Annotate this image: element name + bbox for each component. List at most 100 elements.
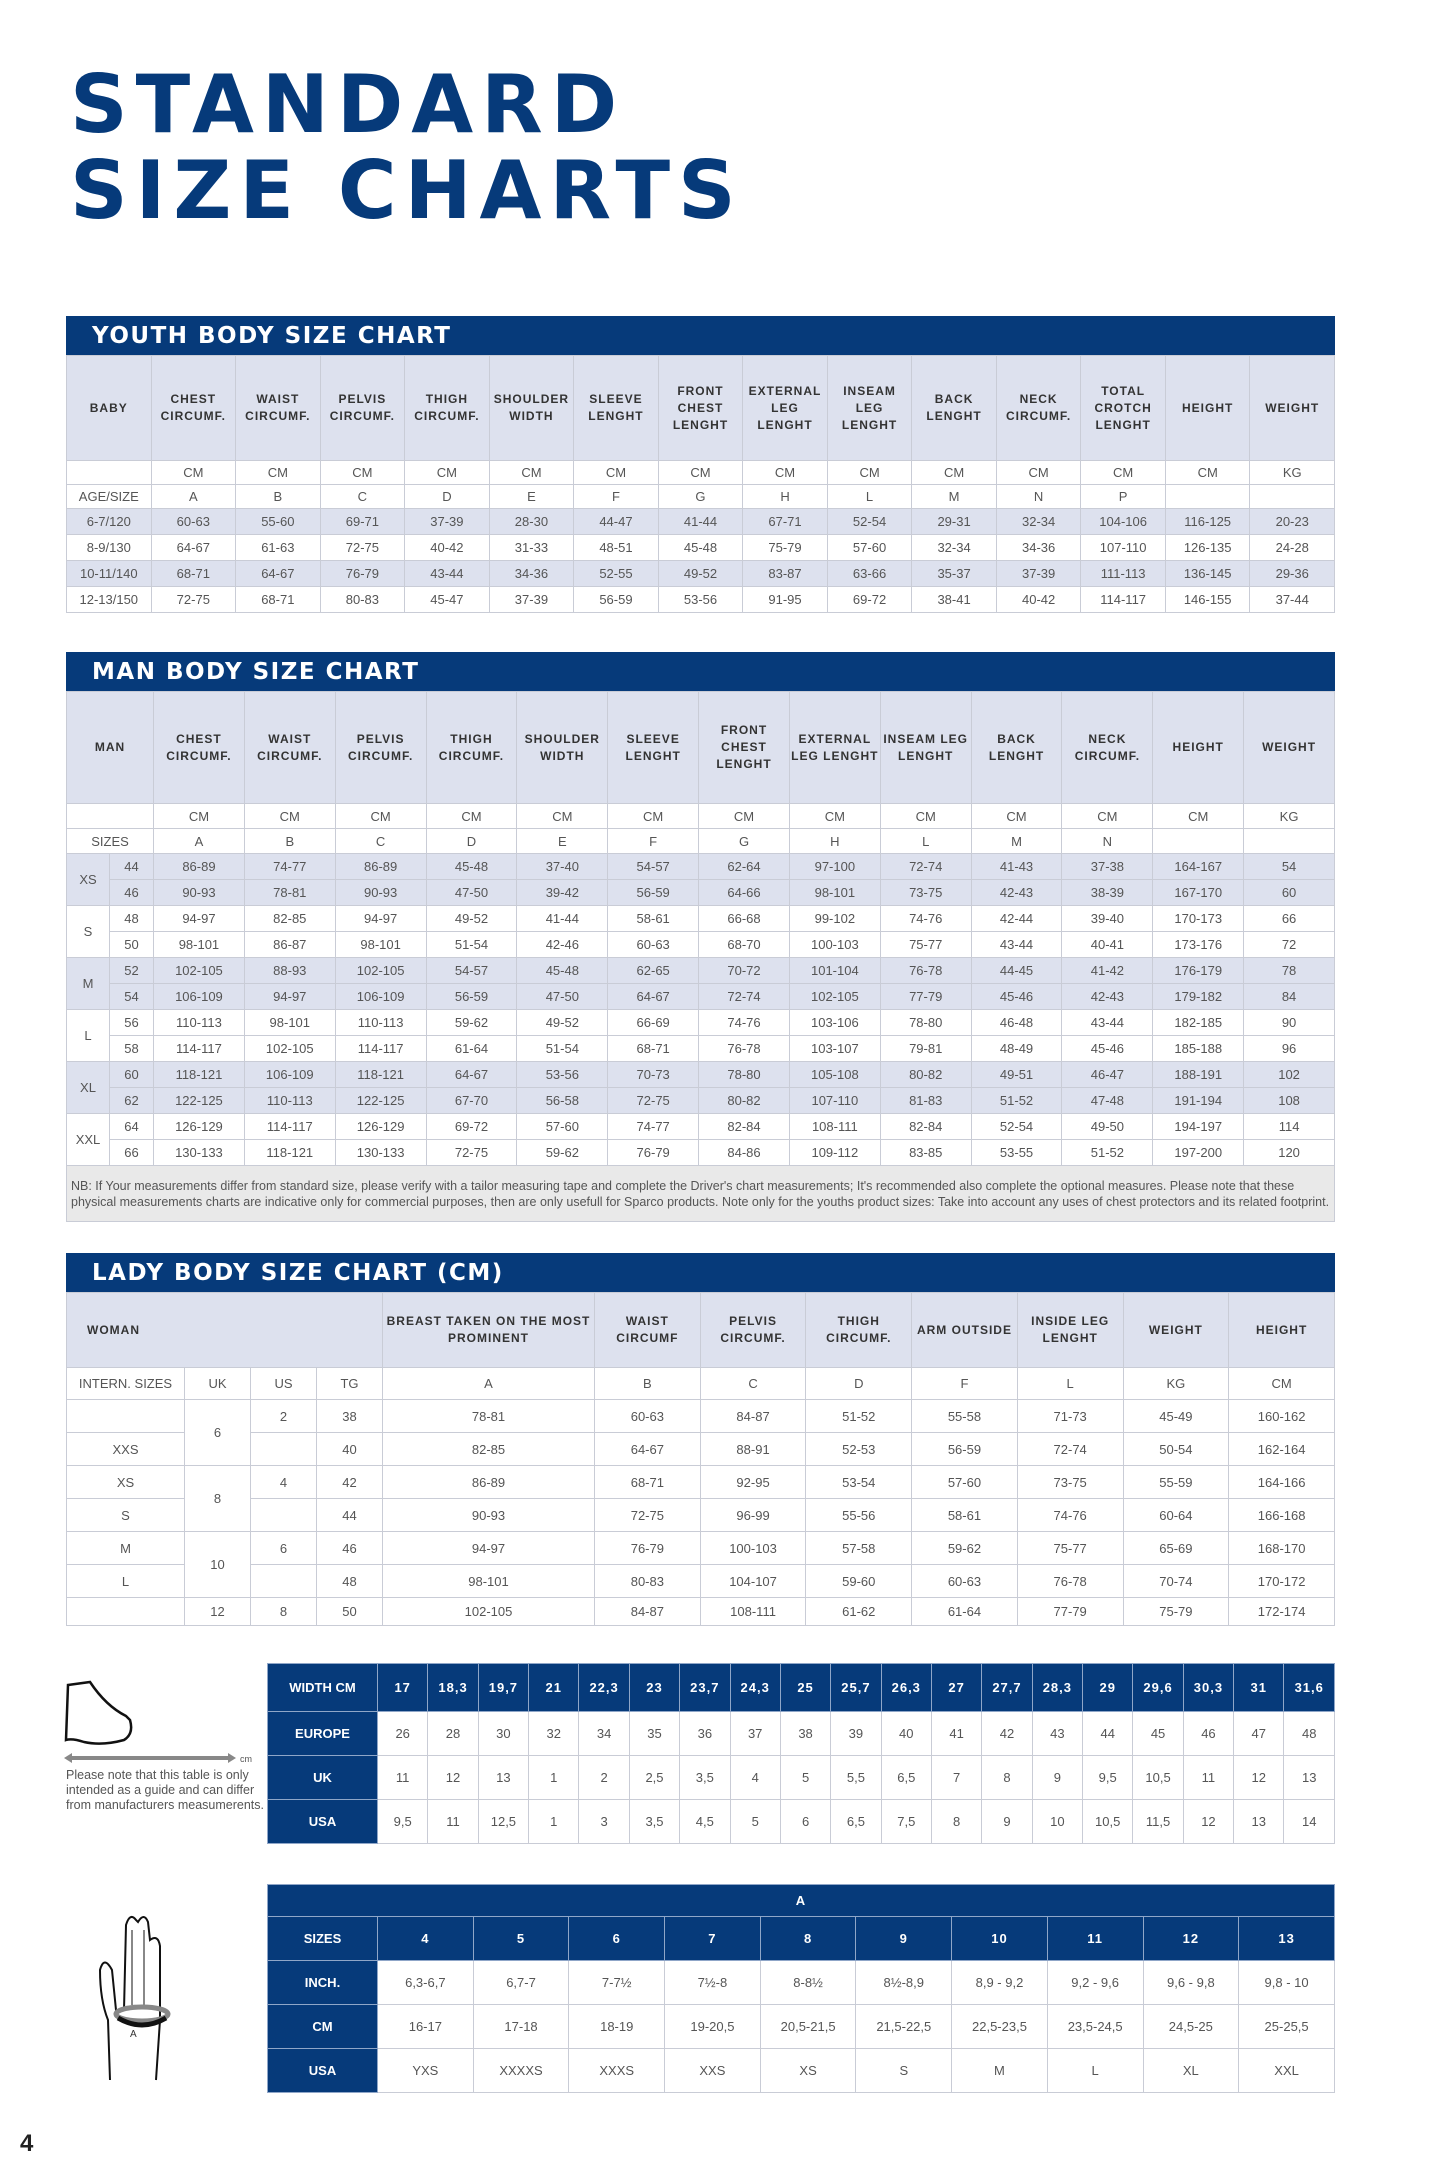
shoe-size-cell: 29 (1082, 1663, 1134, 1712)
data-cell: 107-110 (788, 1087, 881, 1114)
glove-size-cell: 8 (759, 1916, 857, 1961)
shoe-size-cell: 27 (930, 1663, 983, 1712)
glove-size-cell: 6,7-7 (472, 1960, 570, 2005)
data-cell: 130-133 (153, 1139, 245, 1166)
glove-size-cell: XXXS (568, 2048, 666, 2093)
data-cell: 98-101 (334, 931, 427, 958)
glove-size-cell: XXS (664, 2048, 761, 2093)
glove-size-cell: 20,5-21,5 (759, 2004, 857, 2049)
data-cell: 185-188 (1152, 1035, 1245, 1062)
data-cell: 34-36 (488, 560, 575, 587)
data-cell: 173-176 (1152, 931, 1245, 958)
lady-table: WOMAN BREAST TAKEN ON THE MOST PROMINENT W… (66, 1292, 1335, 1626)
woman-header: WOMAN (66, 1292, 383, 1368)
data-cell: 60-63 (607, 931, 700, 958)
data-cell: 114-117 (1080, 586, 1166, 613)
column-header: SLEEVE LENGHT (573, 355, 659, 461)
youth-size-chart: YOUTH BODY SIZE CHART BABY CHEST CIRCUMF.… (66, 316, 1335, 613)
data-cell: 56-59 (425, 983, 518, 1010)
data-cell: 40-42 (995, 586, 1082, 613)
unit-cell: CM (607, 803, 700, 829)
intern-size-cell (66, 1399, 185, 1433)
data-cell: 70-74 (1122, 1564, 1230, 1598)
intern-size-cell: S (66, 1498, 185, 1532)
data-cell: 54-57 (425, 957, 518, 984)
data-cell: 24-28 (1249, 534, 1335, 561)
data-cell: 60-64 (1122, 1498, 1230, 1532)
shoe-size-cell: 9 (1031, 1755, 1084, 1800)
data-cell: 64-67 (150, 534, 237, 561)
data-cell: 10-11/140 (66, 560, 152, 587)
shoe-size-cell: 24,3 (729, 1663, 781, 1712)
data-cell: 53-56 (516, 1061, 609, 1088)
data-cell: 45-49 (1122, 1399, 1230, 1433)
glove-size-cell: 9,8 - 10 (1238, 1960, 1335, 2005)
data-cell: 41-44 (657, 508, 744, 535)
data-cell: 58-61 (911, 1498, 1018, 1532)
column-header: MAN (65, 691, 155, 804)
glove-size-cell: 11 (1046, 1916, 1144, 1961)
measure-letter-cell: P (1080, 484, 1166, 509)
glove-size-cell: 8,9 - 9,2 (951, 1960, 1048, 2005)
shoe-size-cell: 5 (779, 1755, 832, 1800)
data-cell: 52-54 (970, 1113, 1063, 1140)
glove-row: USA YXS XXXXS XXXS XXS XS S M L XL XXL (267, 2048, 1335, 2093)
measure-letter-cell: CM (1228, 1367, 1335, 1400)
data-cell: 55-58 (911, 1399, 1018, 1433)
shoe-size-cell: 7,5 (880, 1799, 932, 1844)
glove-size-chart: A SIZES 4 5 6 7 8 9 10 11 12 13 INCH. 6,3-6,7 6,7-7 7-7… (267, 1884, 1335, 2093)
data-cell: 45-46 (970, 983, 1063, 1010)
data-cell: 56-59 (607, 879, 700, 906)
shoe-size-cell: 4,5 (679, 1799, 731, 1844)
column-header: BABY (66, 355, 152, 461)
shoe-size-cell: 26 (376, 1711, 429, 1756)
column-header: BACK LENGHT (911, 355, 997, 461)
column-header: FRONT CHEST LENGHT (698, 691, 790, 804)
data-cell: 64-67 (235, 560, 321, 587)
glove-size-cell: XXL (1238, 2048, 1335, 2093)
tg-size-cell: 42 (316, 1465, 383, 1499)
data-cell: 106-109 (243, 1061, 336, 1088)
data-cell: 104-106 (1080, 508, 1166, 535)
data-cell: 64-66 (698, 879, 790, 906)
us-size-cell (250, 1432, 317, 1466)
measure-letter-cell (1152, 828, 1245, 854)
shoe-table-note: Please note that this table is only inte… (66, 1768, 264, 1812)
data-cell: 55-60 (235, 508, 321, 535)
data-cell: 63-66 (826, 560, 913, 587)
data-cell: 47-50 (425, 879, 518, 906)
data-cell: 72-74 (698, 983, 790, 1010)
data-cell: 78-80 (698, 1061, 790, 1088)
data-cell: 58-61 (607, 905, 700, 932)
data-cell: 72-75 (607, 1087, 700, 1114)
unit-cell: KG (1249, 460, 1335, 485)
column-header: TOTAL CROTCH LENGHT (1080, 355, 1166, 461)
data-cell: 42-43 (970, 879, 1063, 906)
measure-letter-cell: N (1061, 828, 1154, 854)
glove-size-cell: YXS (377, 2048, 474, 2093)
shoe-table: WIDTH CM 17 18,3 19,7 21 22,3 23 23,7 24,3 25 25,7… (267, 1663, 1335, 1844)
size-group-cell: S (66, 905, 110, 958)
disclaimer-note: NB: If Your measurements differ from sta… (66, 1165, 1335, 1222)
us-size-cell: 6 (250, 1531, 317, 1565)
unit-cell: CM (788, 803, 881, 829)
data-cell: 100-103 (699, 1531, 807, 1565)
data-cell: 75-77 (1016, 1531, 1124, 1565)
data-cell: 44-47 (573, 508, 659, 535)
table-row: 6 2 38 78-81 60-63 84-87 51-52 55-58 71-73 45-49 1… (66, 1399, 1335, 1466)
data-cell: 49-52 (657, 560, 744, 587)
data-cell: 130-133 (334, 1139, 427, 1166)
measure-letter-cell: UK (184, 1367, 251, 1400)
shoe-size-cell: 19,7 (477, 1663, 530, 1712)
column-header: FRONT CHEST LENGHT (657, 355, 744, 461)
uk-size-cell: 12 (184, 1597, 251, 1626)
data-cell: 59-60 (805, 1564, 913, 1598)
shoe-size-cell: 6 (779, 1799, 832, 1844)
data-cell: 96-99 (699, 1498, 807, 1532)
data-cell: 102 (1243, 1061, 1335, 1088)
shoe-size-cell: 3,5 (628, 1799, 681, 1844)
data-cell: 110-113 (334, 1009, 427, 1036)
data-cell: 54-57 (607, 853, 700, 880)
measure-letter-cell: L (1016, 1367, 1124, 1400)
data-cell: 42-43 (1061, 983, 1154, 1010)
